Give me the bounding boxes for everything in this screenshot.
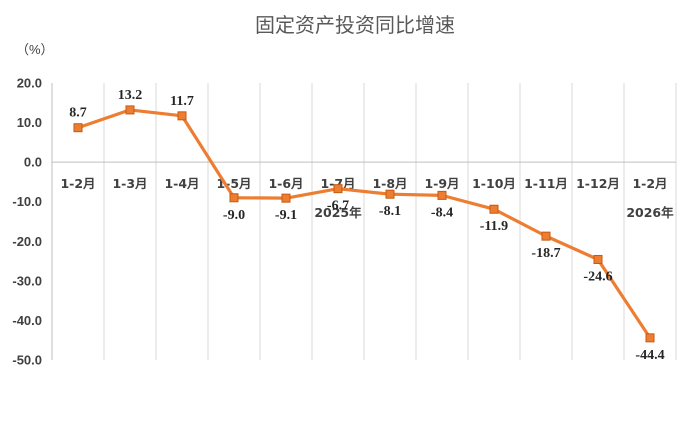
y-tick-label: -20.0: [12, 234, 42, 249]
x-tick-label: 1-2月: [60, 176, 95, 191]
x-tick-label: 1-4月: [164, 176, 199, 191]
x-tick-label: 1-3月: [112, 176, 147, 191]
y-tick-label: -50.0: [12, 353, 42, 368]
y-tick-labels: 20.0 10.0 0.0 -10.0 -20.0 -30.0 -40.0 -50.0: [12, 76, 42, 368]
data-labels: 8.7 13.2 11.7 -9.0 -9.1 -6.7 -8.1 -8.4 -11.9 -18.…: [69, 88, 664, 363]
data-point: [489, 204, 499, 214]
data-label: 13.2: [118, 88, 143, 103]
x-tick-label: 1-7月: [320, 176, 355, 191]
y-tick-label: 20.0: [17, 76, 42, 91]
data-point: [541, 231, 551, 241]
data-point: [645, 333, 655, 343]
data-label: 8.7: [69, 106, 87, 121]
data-label: -9.0: [223, 208, 245, 223]
data-label: -18.7: [531, 246, 560, 261]
data-point: [229, 193, 239, 203]
data-point: [125, 105, 135, 115]
y-tick-label: 0.0: [24, 155, 42, 170]
x-tick-label: 1-11月: [524, 176, 568, 191]
x-tick-label: 1-6月: [268, 176, 303, 191]
y-tick-label: 10.0: [17, 115, 42, 130]
data-label: -6.7: [327, 199, 349, 214]
x-tick-label: 1-8月: [372, 176, 407, 191]
y-tick-label: -10.0: [12, 194, 42, 209]
x-tick-label: 1-12月: [576, 176, 620, 191]
x-tick-label: 1-9月: [424, 176, 459, 191]
data-label: -11.9: [480, 219, 508, 234]
data-label: -44.4: [635, 348, 664, 363]
data-label: 11.7: [170, 94, 194, 109]
data-label: -9.1: [275, 208, 297, 223]
data-point: [593, 254, 603, 264]
x-tick-label: 1-10月: [472, 176, 516, 191]
grid-layer: [103, 83, 677, 360]
year-label: 2026年: [626, 205, 674, 220]
data-point: [437, 190, 447, 200]
year-label: 2025年: [314, 205, 362, 220]
series-layer: [73, 105, 655, 343]
y-tick-label: -40.0: [12, 313, 42, 328]
x-tick-labels: 1-2月 1-3月 1-4月 1-5月 1-6月 1-7月 1-8月 1-9月 1-10月 1-1…: [60, 176, 674, 220]
data-point: [385, 189, 395, 199]
data-label: -24.6: [583, 269, 612, 284]
series-line: [77, 108, 652, 339]
chart-title: 固定资产投资同比增速: [255, 13, 455, 37]
data-label: -8.4: [431, 205, 453, 220]
data-label: -8.1: [379, 204, 401, 219]
data-point: [333, 184, 343, 194]
x-tick-label: 1-5月: [216, 176, 251, 191]
data-point: [281, 193, 291, 203]
axis-layer: [51, 83, 676, 360]
x-tick-label: 1-2月: [632, 176, 667, 191]
y-tick-label: -30.0: [12, 273, 42, 288]
data-point: [177, 111, 187, 121]
data-point: [73, 123, 83, 133]
y-unit-label: （%）: [16, 42, 54, 57]
